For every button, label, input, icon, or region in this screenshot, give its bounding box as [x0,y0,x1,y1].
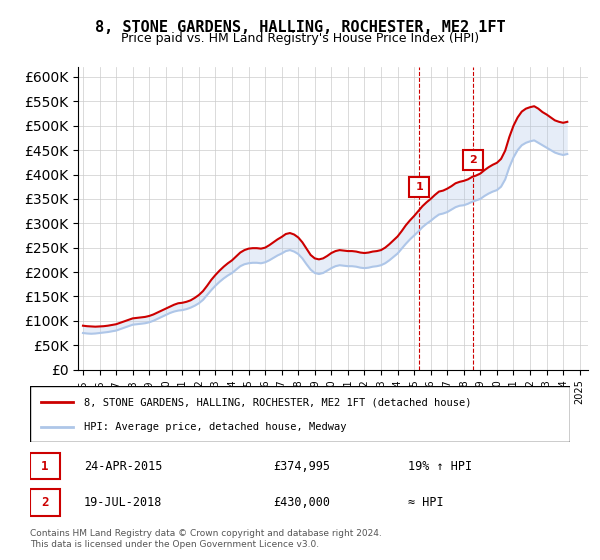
Text: 1: 1 [415,181,423,192]
Text: Price paid vs. HM Land Registry's House Price Index (HPI): Price paid vs. HM Land Registry's House … [121,32,479,45]
Text: Contains HM Land Registry data © Crown copyright and database right 2024.
This d: Contains HM Land Registry data © Crown c… [30,529,382,549]
Text: 8, STONE GARDENS, HALLING, ROCHESTER, ME2 1FT (detached house): 8, STONE GARDENS, HALLING, ROCHESTER, ME… [84,397,472,407]
Text: £430,000: £430,000 [273,496,330,509]
Text: 2: 2 [41,496,49,509]
Text: 1: 1 [41,460,49,473]
FancyBboxPatch shape [30,489,60,516]
Text: 8, STONE GARDENS, HALLING, ROCHESTER, ME2 1FT: 8, STONE GARDENS, HALLING, ROCHESTER, ME… [95,20,505,35]
Text: ≈ HPI: ≈ HPI [408,496,443,509]
Text: 24-APR-2015: 24-APR-2015 [84,460,163,473]
FancyBboxPatch shape [30,386,570,442]
Text: 19-JUL-2018: 19-JUL-2018 [84,496,163,509]
Text: 19% ↑ HPI: 19% ↑ HPI [408,460,472,473]
FancyBboxPatch shape [30,453,60,479]
Text: £374,995: £374,995 [273,460,330,473]
Text: 2: 2 [469,155,477,165]
Text: HPI: Average price, detached house, Medway: HPI: Average price, detached house, Medw… [84,422,347,432]
